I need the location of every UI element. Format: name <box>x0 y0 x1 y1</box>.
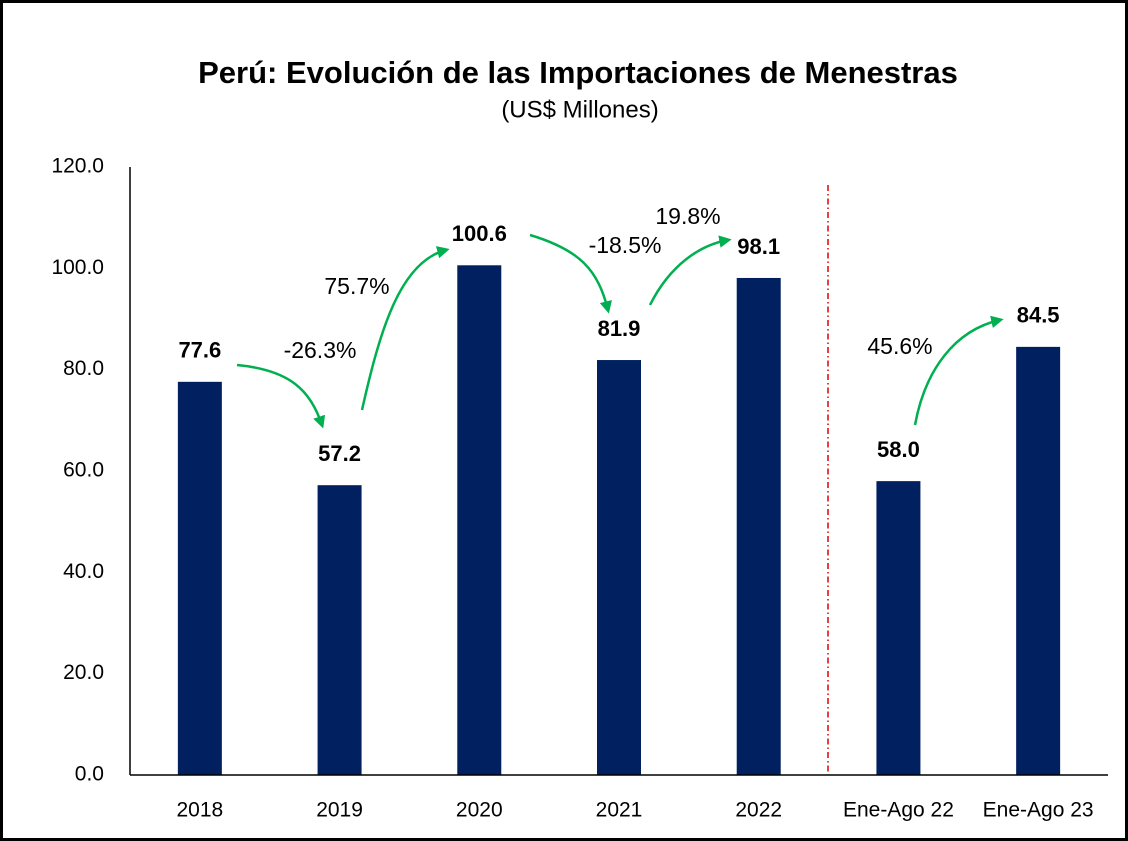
value-label: 57.2 <box>318 441 361 466</box>
value-label: 77.6 <box>178 338 221 363</box>
growth-label: 75.7% <box>324 273 389 299</box>
x-tick-label: Ene-Ago 23 <box>983 799 1094 822</box>
value-label: 98.1 <box>737 234 780 259</box>
bar <box>876 481 921 775</box>
value-label: 100.6 <box>452 221 507 246</box>
growth-arrow <box>648 235 732 306</box>
growth-arrow <box>913 315 1004 426</box>
x-tick-label: 2021 <box>596 799 643 822</box>
bar <box>736 277 781 775</box>
growth-label: 19.8% <box>655 203 720 229</box>
y-tick-label: 60.0 <box>63 459 104 482</box>
chart-subtitle: (US$ Millones) <box>501 96 658 123</box>
growth-arrow <box>236 363 326 429</box>
bar <box>597 360 641 775</box>
growth-arrow <box>360 246 450 411</box>
bar <box>317 485 362 775</box>
y-tick-label: 20.0 <box>63 661 104 684</box>
x-tick-label: Ene-Ago 22 <box>843 799 954 822</box>
x-tick-label: 2018 <box>176 799 223 822</box>
value-label: 58.0 <box>877 437 920 462</box>
value-label: 81.9 <box>598 316 641 341</box>
value-label: 84.5 <box>1017 303 1060 328</box>
x-tick-label: 2022 <box>735 799 782 822</box>
growth-label: 45.6% <box>867 333 932 359</box>
growth-label: -26.3% <box>284 337 357 363</box>
y-tick-label: 100.0 <box>51 256 104 279</box>
y-tick-label: 0.0 <box>75 763 104 786</box>
x-tick-label: 2019 <box>316 799 363 822</box>
growth-label: -18.5% <box>589 232 662 258</box>
growth-arrow <box>529 233 612 314</box>
bar <box>457 265 502 775</box>
y-tick-label: 120.0 <box>51 155 104 178</box>
x-tick-label: 2020 <box>456 799 503 822</box>
bar <box>177 381 222 775</box>
y-tick-label: 40.0 <box>63 560 104 583</box>
chart-title: Perú: Evolución de las Importaciones de … <box>198 55 958 90</box>
y-tick-label: 80.0 <box>63 357 104 380</box>
bar <box>1016 346 1061 775</box>
